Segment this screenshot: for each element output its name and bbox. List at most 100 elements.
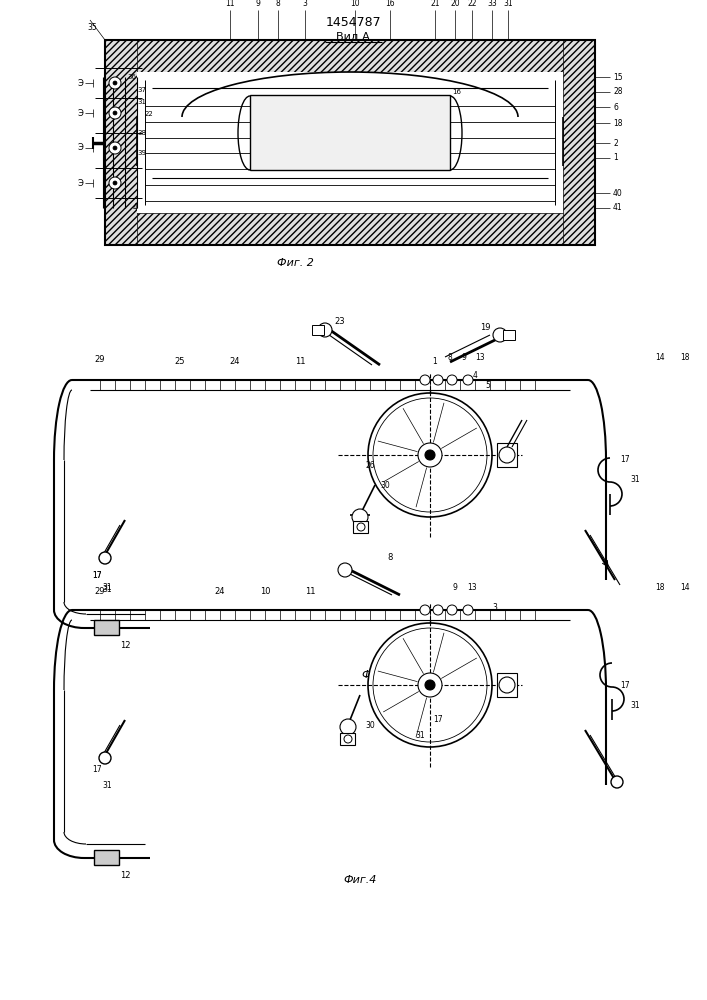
Text: 37: 37 — [137, 87, 146, 93]
Text: 17: 17 — [92, 570, 102, 580]
Text: 1: 1 — [613, 153, 618, 162]
Circle shape — [113, 111, 117, 115]
Text: 4: 4 — [133, 204, 137, 213]
Bar — [250, 95, 450, 170]
Circle shape — [463, 375, 473, 385]
Bar — [105, 213, 595, 245]
Text: 16: 16 — [385, 0, 395, 8]
Text: Э: Э — [77, 79, 83, 88]
Text: 11: 11 — [305, 587, 315, 596]
Bar — [94, 620, 119, 635]
Circle shape — [611, 776, 623, 788]
Text: 11: 11 — [295, 358, 305, 366]
Text: 31: 31 — [503, 0, 513, 8]
Circle shape — [109, 77, 121, 89]
Circle shape — [109, 177, 121, 189]
Text: 24: 24 — [230, 358, 240, 366]
Circle shape — [113, 181, 117, 185]
Text: 18: 18 — [680, 354, 690, 362]
Circle shape — [463, 605, 473, 615]
Circle shape — [113, 81, 117, 85]
Bar — [105, 40, 137, 245]
Circle shape — [338, 563, 352, 577]
Circle shape — [493, 328, 507, 342]
Circle shape — [447, 375, 457, 385]
Text: 14: 14 — [655, 354, 665, 362]
Bar — [105, 40, 595, 245]
Circle shape — [352, 509, 368, 525]
Circle shape — [368, 623, 492, 747]
Text: 31: 31 — [137, 99, 146, 105]
Circle shape — [109, 107, 121, 119]
Text: 31: 31 — [103, 585, 112, 594]
Text: 16: 16 — [452, 89, 461, 95]
Text: 9: 9 — [462, 354, 467, 362]
Text: 35: 35 — [87, 23, 97, 32]
Circle shape — [373, 628, 487, 742]
Text: 15: 15 — [613, 73, 623, 82]
Text: 30: 30 — [380, 481, 390, 489]
Text: 36: 36 — [127, 74, 136, 80]
Circle shape — [433, 375, 443, 385]
Text: 31: 31 — [103, 780, 112, 790]
Text: 26: 26 — [366, 460, 375, 470]
Text: 31: 31 — [415, 730, 425, 740]
Text: 25: 25 — [175, 358, 185, 366]
Circle shape — [425, 680, 435, 690]
Text: 17: 17 — [620, 680, 630, 690]
Circle shape — [318, 323, 332, 337]
Text: 12: 12 — [119, 870, 130, 880]
Text: 29: 29 — [95, 356, 105, 364]
Text: 41: 41 — [613, 204, 623, 213]
Bar — [353, 521, 368, 533]
Text: 1: 1 — [433, 358, 438, 366]
Circle shape — [113, 146, 117, 150]
Text: 33: 33 — [487, 0, 497, 8]
Text: 3: 3 — [508, 460, 513, 470]
Text: 17: 17 — [92, 570, 102, 580]
Circle shape — [499, 447, 515, 463]
Circle shape — [99, 552, 111, 564]
Text: 20: 20 — [450, 0, 460, 8]
Bar — [503, 330, 515, 340]
Text: 4: 4 — [472, 370, 477, 379]
Text: Фиг. 3: Фиг. 3 — [361, 670, 399, 680]
Circle shape — [433, 605, 443, 615]
Bar — [497, 673, 517, 697]
Text: 9: 9 — [255, 0, 260, 8]
Circle shape — [99, 752, 111, 764]
Text: 5: 5 — [486, 380, 491, 389]
Text: 10: 10 — [350, 0, 360, 8]
Bar — [94, 850, 119, 865]
Text: 40: 40 — [613, 188, 623, 198]
Circle shape — [420, 605, 430, 615]
Circle shape — [344, 735, 352, 743]
Text: 23: 23 — [334, 318, 345, 326]
Circle shape — [373, 398, 487, 512]
Text: 17: 17 — [433, 716, 443, 724]
Circle shape — [357, 523, 365, 531]
Circle shape — [340, 719, 356, 735]
Text: 24: 24 — [215, 587, 226, 596]
Circle shape — [368, 393, 492, 517]
Text: 3: 3 — [303, 0, 308, 8]
Text: Э: Э — [77, 108, 83, 117]
Bar — [340, 733, 355, 745]
Text: 13: 13 — [475, 354, 485, 362]
Bar — [137, 72, 563, 213]
Text: Э: Э — [77, 143, 83, 152]
Text: 17: 17 — [620, 456, 630, 464]
Text: 18: 18 — [655, 584, 665, 592]
Text: Фиг.4: Фиг.4 — [344, 875, 377, 885]
Text: 11: 11 — [366, 123, 375, 132]
Bar — [563, 40, 595, 245]
Circle shape — [418, 673, 442, 697]
Text: Фиг. 2: Фиг. 2 — [276, 258, 313, 268]
Text: Э: Э — [77, 178, 83, 188]
Text: 30: 30 — [365, 720, 375, 730]
Text: 22: 22 — [145, 111, 153, 117]
Text: 12: 12 — [119, 641, 130, 650]
Text: 8: 8 — [387, 554, 392, 562]
Bar — [497, 443, 517, 467]
Text: 17: 17 — [92, 766, 102, 774]
